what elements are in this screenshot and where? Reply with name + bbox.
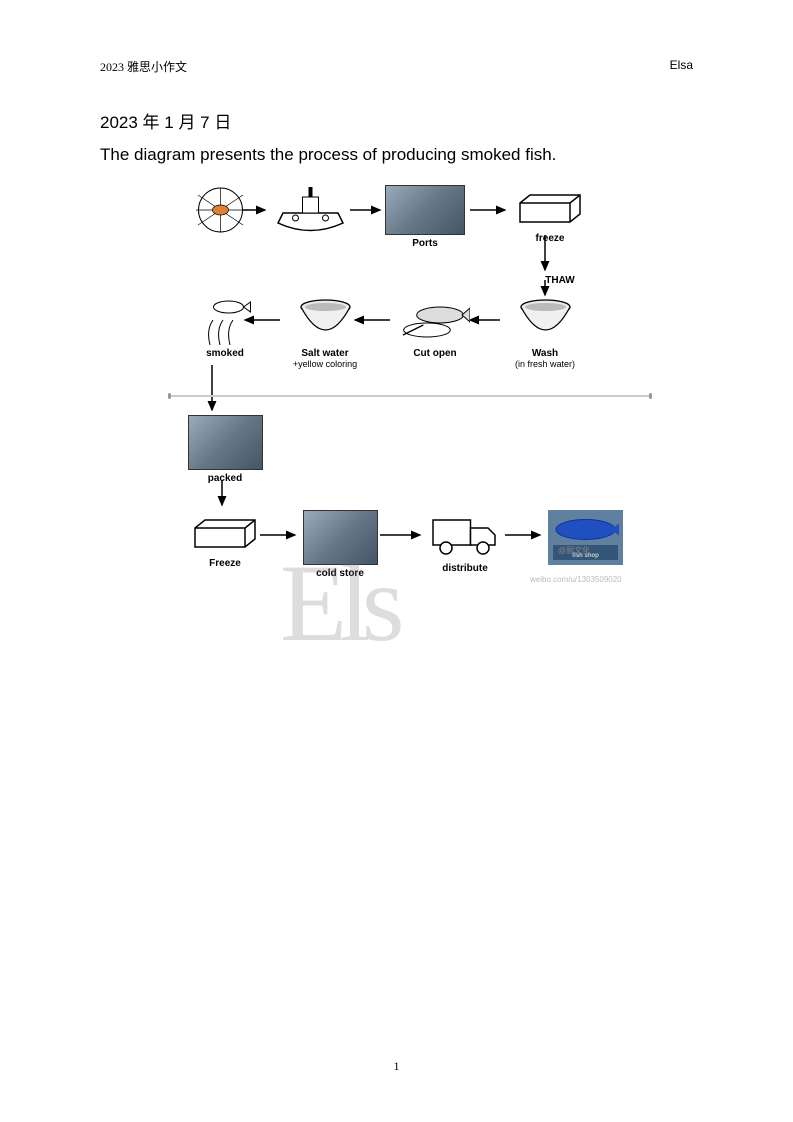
node-label: Cut open <box>395 348 475 359</box>
node-freeze1: freeze <box>510 185 590 244</box>
header-left: 2023 雅思小作文 <box>100 58 187 75</box>
node-wash: Wash(in fresh water) <box>505 295 585 369</box>
node-label: freeze <box>510 233 590 244</box>
header-right: Elsa <box>670 58 693 72</box>
page-number: 1 <box>0 1059 793 1074</box>
node-cut: Cut open <box>395 295 475 359</box>
node-freeze2: Freeze <box>185 510 265 569</box>
node-label: Ports <box>385 238 465 249</box>
node-label: Wash <box>505 348 585 359</box>
weibo-url: weibo.com/u/1303509020 <box>530 575 622 584</box>
node-smoked: smoked <box>185 295 265 359</box>
node-thaw: THAW <box>520 275 600 286</box>
node-packed: packed <box>185 415 265 484</box>
node-net <box>180 185 260 238</box>
divider-line <box>170 395 650 397</box>
node-sublabel: (in fresh water) <box>505 359 585 369</box>
node-label: Freeze <box>185 558 265 569</box>
node-shop: fish shop <box>545 510 625 568</box>
prompt-text: The diagram presents the process of prod… <box>100 145 556 165</box>
process-diagram: Ports freeze THAW Wash(in fresh water) Cut o… <box>170 180 650 620</box>
node-sublabel: +yellow coloring <box>285 359 365 369</box>
node-label: THAW <box>520 275 600 286</box>
node-label: distribute <box>425 563 505 574</box>
node-label: packed <box>185 473 265 484</box>
node-label: cold store <box>300 568 380 579</box>
node-boat <box>270 185 350 238</box>
node-label: Salt water <box>285 348 365 359</box>
weibo-handle: @顾文化 <box>558 545 590 556</box>
date-heading: 2023 年 1 月 7 日 <box>100 108 231 133</box>
node-distribute: distribute <box>425 510 505 574</box>
node-coldstore: cold store <box>300 510 380 579</box>
node-salt: Salt water+yellow coloring <box>285 295 365 369</box>
node-label: smoked <box>185 348 265 359</box>
node-ports: Ports <box>385 185 465 249</box>
